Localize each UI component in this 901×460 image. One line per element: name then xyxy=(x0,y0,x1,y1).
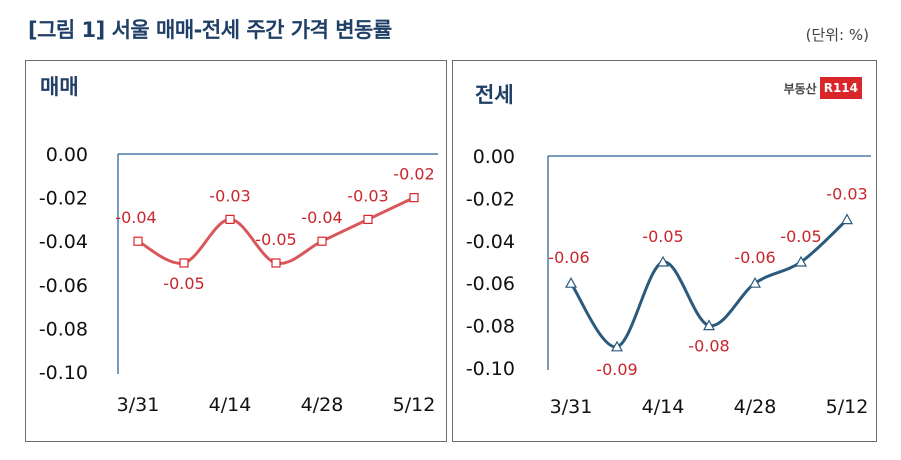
y-tick-label: -0.08 xyxy=(39,318,88,340)
data-point-marker xyxy=(271,258,281,268)
x-tick-label: 3/31 xyxy=(550,396,593,418)
r114-logo: 부동산 R114 xyxy=(784,77,862,99)
chart-figure-title: [그림 1] 서울 매매-전세 주간 가격 변동률 xyxy=(28,18,392,42)
x-tick-label: 3/31 xyxy=(117,394,160,416)
y-tick-label: -0.08 xyxy=(466,316,515,338)
data-point-marker xyxy=(794,255,808,267)
y-tick-label: 0.00 xyxy=(473,146,515,168)
x-tick-label: 5/12 xyxy=(393,394,436,416)
y-tick-label: 0.00 xyxy=(46,144,88,166)
data-point-marker xyxy=(610,340,624,352)
data-label: -0.05 xyxy=(255,230,296,249)
data-label: -0.05 xyxy=(780,227,821,246)
data-point-marker xyxy=(133,236,143,246)
jeonse-chart-panel: 전세 부동산 R114 0.00 -0.02 -0.04 -0.06 -0.08 -0.1… xyxy=(452,60,877,442)
data-label: -0.03 xyxy=(347,186,388,205)
data-label: -0.08 xyxy=(688,337,729,356)
jeonse-chart-title: 전세 xyxy=(475,83,514,107)
data-point-marker xyxy=(225,214,235,224)
data-point-marker xyxy=(179,258,189,268)
data-label: -0.03 xyxy=(209,186,250,205)
logo-text: 부동산 xyxy=(783,81,817,96)
y-tick-label: -0.06 xyxy=(466,273,515,295)
data-point-marker xyxy=(840,213,854,225)
y-tick-label: -0.04 xyxy=(466,231,515,253)
data-label: -0.04 xyxy=(301,208,342,227)
x-tick-label: 4/28 xyxy=(301,394,344,416)
y-tick-label: -0.10 xyxy=(466,358,515,380)
data-point-marker xyxy=(317,236,327,246)
y-tick-label: -0.02 xyxy=(39,188,88,210)
data-point-marker xyxy=(363,214,373,224)
x-tick-label: 4/28 xyxy=(734,396,777,418)
x-tick-label: 5/12 xyxy=(826,396,869,418)
data-label: -0.09 xyxy=(596,360,637,379)
jeonse-line-chart: 0.00 -0.02 -0.04 -0.06 -0.08 -0.10 3/31 4/14 4/2… xyxy=(466,146,871,418)
data-label: -0.02 xyxy=(393,165,434,184)
y-tick-label: -0.10 xyxy=(39,362,88,384)
y-tick-label: -0.02 xyxy=(466,188,515,210)
data-point-marker xyxy=(656,255,670,267)
data-point-marker xyxy=(748,276,762,288)
data-label: -0.06 xyxy=(548,248,589,267)
logo-box: R114 xyxy=(819,77,862,99)
y-tick-label: -0.04 xyxy=(39,231,88,253)
unit-label: (단위: %) xyxy=(805,26,869,44)
data-point-marker xyxy=(564,276,578,288)
data-label: -0.03 xyxy=(826,185,867,204)
x-tick-label: 4/14 xyxy=(209,394,252,416)
data-label: -0.06 xyxy=(734,248,775,267)
data-label: -0.05 xyxy=(642,227,683,246)
sales-chart-title: 매매 xyxy=(40,75,79,99)
sales-line-chart: 0.00 -0.02 -0.04 -0.06 -0.08 -0.10 3/31 4/14 4/2… xyxy=(39,144,438,416)
x-tick-label: 4/14 xyxy=(642,396,685,418)
sales-chart-panel: 매매 0.00 -0.02 -0.04 -0.06 -0.08 -0.10 3/31 4/14… xyxy=(25,60,447,442)
data-point-marker xyxy=(409,193,419,203)
y-tick-label: -0.06 xyxy=(39,275,88,297)
data-label: -0.04 xyxy=(115,208,156,227)
data-label: -0.05 xyxy=(163,274,204,293)
data-point-marker xyxy=(702,319,716,331)
